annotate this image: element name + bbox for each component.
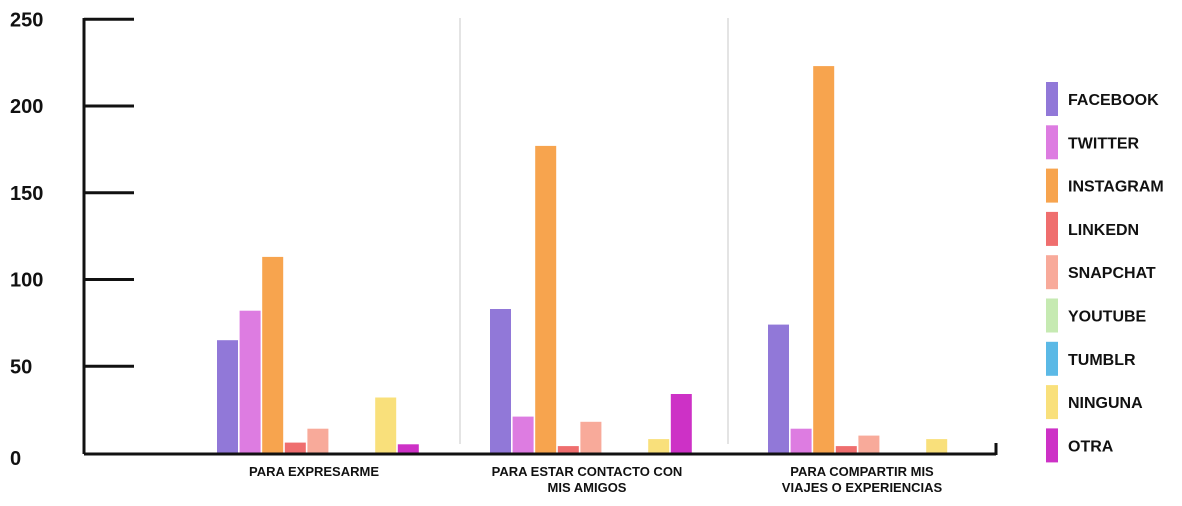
legend-label-ninguna: NINGUNA bbox=[1068, 395, 1143, 412]
legend-label-snapchat: SNAPCHAT bbox=[1068, 265, 1156, 282]
x-tick-label: MIS AMIGOS bbox=[548, 480, 627, 495]
bar-snapchat-3 bbox=[858, 435, 880, 453]
axes bbox=[82, 18, 998, 456]
bar-snapchat-1 bbox=[307, 428, 329, 453]
x-tick-label: VIAJES O EXPERIENCIAS bbox=[782, 480, 943, 495]
legend-label-linkedn: LINKEDN bbox=[1068, 222, 1139, 239]
y-tick-label: 250 bbox=[10, 9, 43, 31]
legend-swatch-otra bbox=[1046, 428, 1058, 463]
legend-swatch-ninguna bbox=[1046, 385, 1058, 420]
legend-swatch-youtube bbox=[1046, 298, 1058, 333]
x-tick-label: PARA ESTAR CONTACTO CON bbox=[492, 464, 683, 479]
legend-label-otra: OTRA bbox=[1068, 438, 1114, 455]
bar-instagram-1 bbox=[262, 256, 284, 453]
bar-linkedn-1 bbox=[284, 442, 306, 453]
legend-swatch-snapchat bbox=[1046, 255, 1058, 290]
legend-label-facebook: FACEBOOK bbox=[1068, 92, 1159, 109]
x-tick-label: PARA COMPARTIR MIS bbox=[790, 464, 934, 479]
bars bbox=[217, 66, 948, 453]
bar-facebook-1 bbox=[217, 340, 238, 453]
legend: FACEBOOK TWITTER INSTAGRAM LINKEDN SNAPCHAT Y… bbox=[1046, 82, 1164, 463]
legend-label-instagram: INSTAGRAM bbox=[1068, 179, 1164, 196]
bar-linkedn-2 bbox=[557, 446, 579, 453]
bar-otra-2 bbox=[670, 394, 692, 453]
x-tick-label: PARA EXPRESARME bbox=[249, 464, 379, 479]
legend-swatch-facebook bbox=[1046, 82, 1058, 116]
bar-twitter-3 bbox=[790, 428, 812, 453]
legend-label-tumblr: TUMBLR bbox=[1068, 352, 1136, 369]
legend-swatch-linkedn bbox=[1046, 211, 1058, 246]
bar-instagram-2 bbox=[535, 145, 557, 453]
bar-otra-1 bbox=[397, 444, 419, 453]
y-axis-ticks: 0 50 100 150 200 250 bbox=[10, 9, 134, 470]
y-tick-label: 0 bbox=[10, 448, 21, 470]
y-tick-label: 100 bbox=[10, 270, 43, 292]
legend-swatch-instagram bbox=[1046, 168, 1058, 203]
y-tick-label: 50 bbox=[10, 356, 32, 378]
bar-twitter-1 bbox=[239, 310, 261, 453]
category-separators bbox=[459, 18, 729, 444]
bar-ninguna-2 bbox=[648, 439, 670, 453]
legend-swatch-twitter bbox=[1046, 125, 1058, 160]
bar-ninguna-1 bbox=[375, 397, 397, 453]
legend-label-youtube: YOUTUBE bbox=[1068, 309, 1147, 326]
legend-label-twitter: TWITTER bbox=[1068, 135, 1140, 152]
y-tick-label: 200 bbox=[10, 96, 43, 118]
bar-facebook-3 bbox=[768, 324, 789, 453]
bar-facebook-2 bbox=[490, 309, 511, 453]
bar-instagram-3 bbox=[813, 66, 835, 453]
x-axis-labels: PARA EXPRESARME PARA ESTAR CONTACTO CONMI… bbox=[249, 464, 943, 495]
bar-snapchat-2 bbox=[580, 421, 602, 453]
bar-ninguna-3 bbox=[926, 439, 948, 453]
y-tick-label: 150 bbox=[10, 183, 43, 205]
bar-linkedn-3 bbox=[835, 446, 857, 453]
legend-swatch-tumblr bbox=[1046, 341, 1058, 376]
bar-twitter-2 bbox=[512, 416, 534, 453]
